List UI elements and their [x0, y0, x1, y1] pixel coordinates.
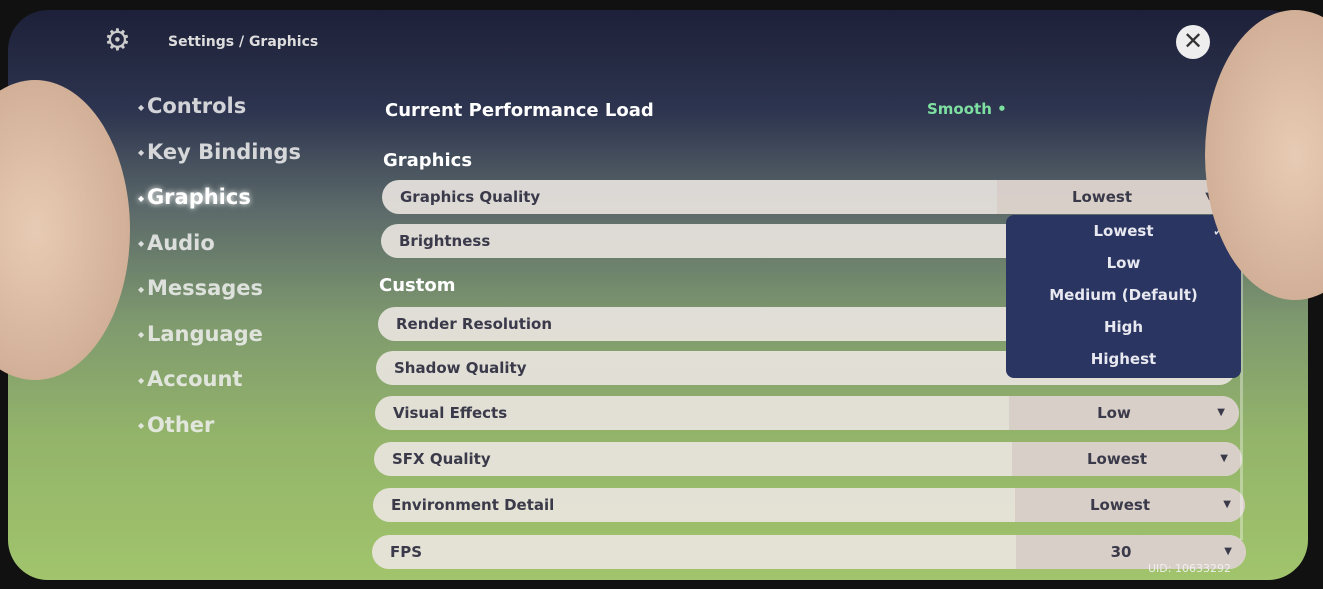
section-custom: Custom — [379, 275, 456, 296]
close-button[interactable]: ✕ — [1176, 25, 1210, 59]
sidebar-item-audio[interactable]: Audio — [138, 231, 301, 277]
sidebar-item-controls[interactable]: Controls — [138, 94, 301, 140]
performance-value: Smooth — [927, 100, 992, 118]
fps-row[interactable]: FPS 30 — [372, 535, 1246, 569]
sfx-quality-row[interactable]: SFX Quality Lowest — [374, 442, 1242, 476]
sidebar-item-graphics[interactable]: Graphics — [138, 185, 301, 231]
option-high[interactable]: High — [1103, 318, 1144, 336]
row-label: FPS — [390, 543, 423, 561]
row-label: SFX Quality — [392, 450, 491, 468]
gear-icon: ⚙ — [104, 23, 131, 58]
option-medium[interactable]: Medium (Default) — [1049, 286, 1198, 304]
close-icon: ✕ — [1182, 27, 1204, 55]
option-label: Lowest — [1093, 222, 1154, 240]
fps-select[interactable]: 30 — [1016, 535, 1246, 569]
option-highest[interactable]: Highest — [1090, 350, 1157, 368]
row-label: Brightness — [399, 232, 491, 250]
sidebar-item-key-bindings[interactable]: Key Bindings — [138, 140, 301, 186]
option-lowest[interactable]: Lowest✓ — [1006, 215, 1241, 247]
performance-label: Current Performance Load — [385, 100, 654, 121]
sfx-quality-select[interactable]: Lowest — [1012, 442, 1242, 476]
environment-detail-select[interactable]: Lowest — [1015, 488, 1245, 522]
visual-effects-row[interactable]: Visual Effects Low — [375, 396, 1239, 430]
row-label: Render Resolution — [396, 315, 553, 333]
graphics-quality-row[interactable]: Graphics Quality Lowest — [382, 180, 1227, 214]
row-label: Visual Effects — [393, 404, 508, 422]
game-screen: ⚙ Settings / Graphics ✕ Controls Key Bin… — [8, 10, 1308, 580]
scrollbar[interactable] — [1240, 150, 1243, 540]
graphics-quality-dropdown: Lowest✓ Low Medium (Default) High Highes… — [1006, 215, 1241, 378]
row-label: Shadow Quality — [394, 359, 527, 377]
row-label: Graphics Quality — [400, 188, 541, 206]
sidebar-item-account[interactable]: Account — [138, 367, 301, 413]
sidebar-item-messages[interactable]: Messages — [138, 276, 301, 322]
visual-effects-select[interactable]: Low — [1009, 396, 1239, 430]
row-label: Environment Detail — [391, 496, 555, 514]
option-low[interactable]: Low — [1106, 254, 1141, 272]
section-graphics: Graphics — [383, 150, 473, 171]
sidebar: Controls Key Bindings Graphics Audio Mes… — [138, 94, 301, 458]
uid-label: UID: 10633292 — [1148, 562, 1231, 575]
performance-status: Smooth • — [927, 100, 1007, 118]
sidebar-item-other[interactable]: Other — [138, 413, 301, 459]
environment-detail-row[interactable]: Environment Detail Lowest — [373, 488, 1245, 522]
sidebar-item-language[interactable]: Language — [138, 322, 301, 368]
breadcrumb: Settings / Graphics — [168, 34, 319, 50]
graphics-quality-select[interactable]: Lowest — [997, 180, 1227, 214]
